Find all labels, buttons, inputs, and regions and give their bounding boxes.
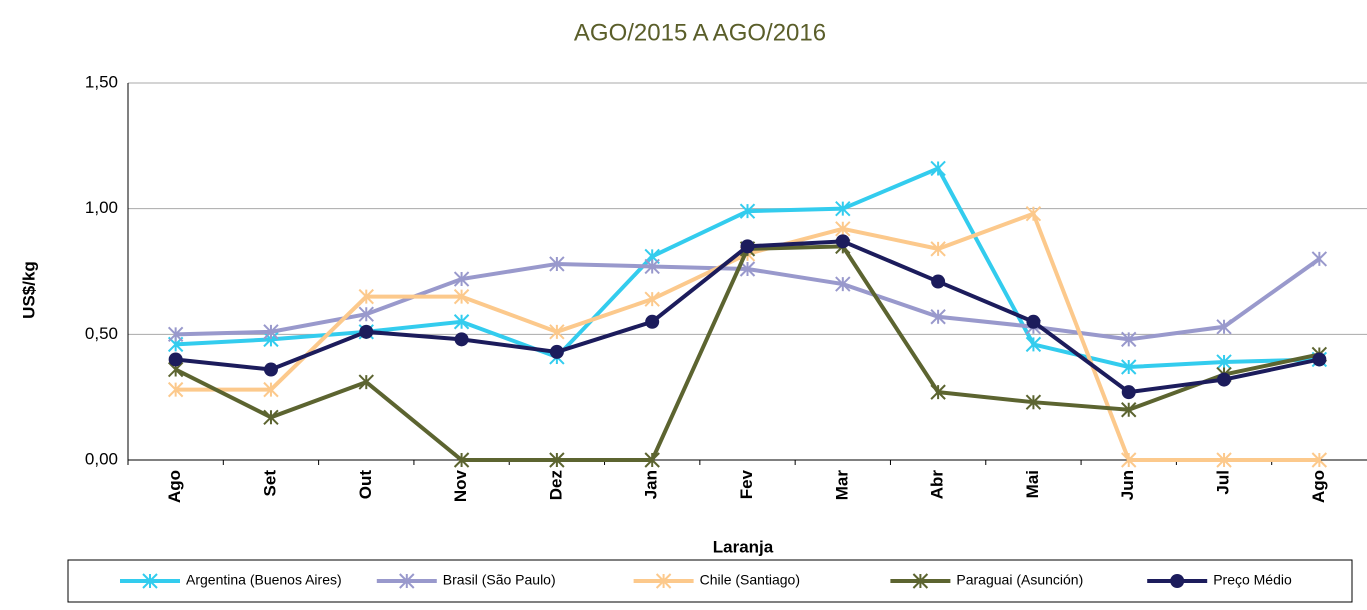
point — [912, 573, 929, 589]
y-tick-label: 0,50 — [85, 324, 118, 343]
x-tick-label: Out — [356, 470, 375, 500]
point — [655, 573, 672, 589]
point — [1170, 574, 1185, 588]
x-tick-label: Set — [260, 470, 279, 497]
y-tick-label: 0,00 — [85, 449, 118, 468]
point — [168, 352, 183, 367]
point — [1217, 372, 1232, 387]
point — [644, 291, 660, 307]
x-tick-label: Fev — [737, 469, 756, 499]
point — [1311, 251, 1328, 267]
point — [1216, 319, 1232, 335]
legend-label: Preço Médio — [1213, 572, 1292, 588]
legend-label: Brasil (São Paulo) — [443, 572, 556, 588]
point — [263, 362, 278, 377]
point — [930, 241, 946, 257]
point — [1121, 359, 1137, 375]
point — [645, 314, 660, 329]
y-tick-label: 1,50 — [85, 72, 118, 91]
point — [1121, 331, 1137, 348]
point — [740, 239, 755, 254]
point — [549, 344, 564, 359]
point — [358, 306, 374, 322]
point — [930, 384, 946, 400]
point — [644, 452, 660, 468]
x-tick-label: Jun — [1118, 470, 1137, 500]
point — [453, 452, 470, 468]
point — [930, 309, 946, 325]
point — [739, 203, 756, 219]
point — [1025, 394, 1042, 410]
point — [359, 324, 374, 339]
point — [739, 261, 756, 277]
point — [549, 256, 565, 272]
point — [835, 200, 851, 217]
x-tick-label: Dez — [546, 470, 565, 500]
point — [549, 452, 565, 468]
x-tick-label: Abr — [928, 470, 947, 500]
point — [1025, 205, 1042, 222]
point — [1216, 354, 1232, 370]
point — [454, 332, 469, 347]
point — [142, 573, 158, 589]
point — [358, 374, 374, 390]
point — [263, 409, 279, 425]
point — [835, 221, 851, 237]
x-tick-label: Jul — [1214, 470, 1233, 495]
point — [835, 276, 851, 292]
point — [263, 324, 279, 340]
point — [399, 573, 415, 589]
point — [1121, 402, 1137, 418]
point — [167, 381, 184, 398]
point — [1121, 452, 1137, 468]
x-tick-label: Ago — [165, 470, 184, 503]
point — [1216, 452, 1232, 468]
y-axis-label: US$/kg — [19, 261, 38, 319]
point — [549, 324, 565, 340]
point — [1311, 452, 1328, 468]
point — [358, 288, 374, 305]
x-tick-label: Jan — [642, 470, 661, 499]
series-line — [174, 244, 1320, 462]
point — [1026, 314, 1041, 329]
point — [931, 274, 946, 289]
x-tick-label: Mar — [832, 470, 851, 501]
legend-box — [67, 559, 1353, 603]
point — [644, 258, 660, 275]
legend-label: Chile (Santiago) — [700, 572, 800, 588]
x-tick-label: Mai — [1023, 470, 1042, 498]
point — [167, 326, 184, 343]
point — [453, 271, 470, 287]
legend-label: Argentina (Buenos Aires) — [186, 572, 342, 588]
legend-label: Paraguai (Asunción) — [956, 572, 1083, 588]
point — [930, 160, 946, 177]
point — [1312, 352, 1327, 367]
point — [835, 234, 850, 249]
x-axis-label: Laranja — [713, 537, 774, 556]
y-tick-label: 1,00 — [85, 198, 118, 217]
point — [263, 381, 279, 398]
chart-title: AGO/2015 A AGO/2016 — [574, 19, 826, 46]
point — [1025, 336, 1042, 353]
x-tick-label: Nov — [451, 469, 470, 502]
point — [453, 288, 470, 305]
point — [453, 314, 470, 330]
point — [1121, 385, 1136, 400]
x-tick-label: Ago — [1309, 470, 1328, 503]
